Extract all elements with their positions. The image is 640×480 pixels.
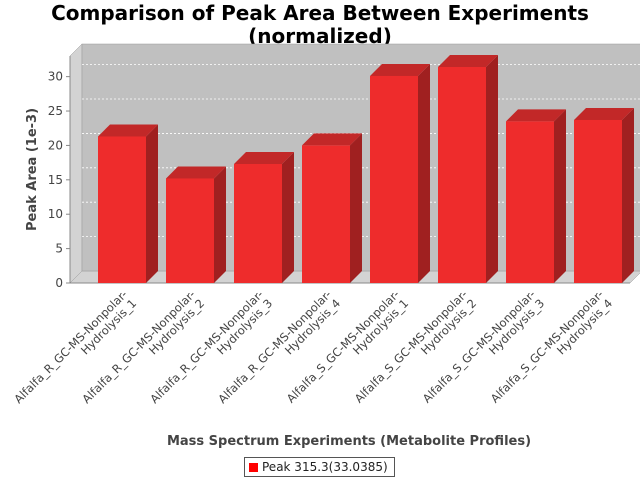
- y-tick-label: 20: [48, 138, 63, 152]
- y-tick-label: 5: [55, 242, 63, 256]
- bar-front: [166, 178, 214, 283]
- bar-side: [554, 109, 566, 284]
- bar-side: [350, 133, 362, 283]
- bar-front: [438, 67, 486, 283]
- bar: [574, 107, 634, 284]
- bar-top: [302, 133, 362, 146]
- plot-left-wall: [69, 43, 83, 284]
- y-tick-label: 10: [48, 207, 63, 221]
- bar-top: [370, 63, 430, 76]
- bar: [370, 63, 430, 283]
- x-tick-label: Alfalfa_R_GC-MS-Nonpolar-: [11, 287, 130, 406]
- chart-title: Comparison of Peak Area Between Experime…: [0, 2, 640, 48]
- bar: [302, 133, 362, 283]
- legend: Peak 315.3(33.0385): [244, 457, 395, 477]
- bar-side: [282, 151, 294, 283]
- bar-side: [214, 166, 226, 283]
- bar-side: [622, 107, 634, 284]
- bar: [438, 55, 498, 284]
- y-tick-label: 25: [48, 104, 63, 118]
- y-tick-label: 0: [55, 276, 63, 290]
- bar-front: [370, 75, 418, 283]
- bars: [98, 55, 634, 284]
- bar-front: [234, 163, 282, 283]
- x-axis-label: Mass Spectrum Experiments (Metabolite Pr…: [167, 434, 531, 449]
- bar: [234, 151, 294, 283]
- bar-top: [234, 151, 294, 164]
- bar: [166, 166, 226, 283]
- bar-top: [98, 124, 158, 137]
- bar-front: [574, 119, 622, 284]
- bar-front: [302, 145, 350, 283]
- chart-title-line2: (normalized): [248, 24, 392, 48]
- legend-swatch: [249, 462, 258, 472]
- bar-front: [98, 136, 146, 283]
- bar-front: [506, 121, 554, 284]
- bar-top: [166, 166, 226, 179]
- bar-side: [146, 124, 158, 284]
- legend-label: Peak 315.3(33.0385): [262, 460, 388, 474]
- bar: [98, 124, 158, 284]
- bar: [506, 109, 566, 284]
- y-axis-label: Peak Area (1e-3): [25, 108, 40, 231]
- y-tick-label: 15: [48, 173, 63, 187]
- bar-top: [574, 107, 634, 120]
- bar-side: [418, 63, 430, 283]
- y-tick-label: 30: [48, 70, 63, 84]
- chart-title-line1: Comparison of Peak Area Between Experime…: [51, 1, 589, 25]
- bar-side: [486, 55, 498, 284]
- bar-top: [438, 55, 498, 68]
- bar-top: [506, 109, 566, 122]
